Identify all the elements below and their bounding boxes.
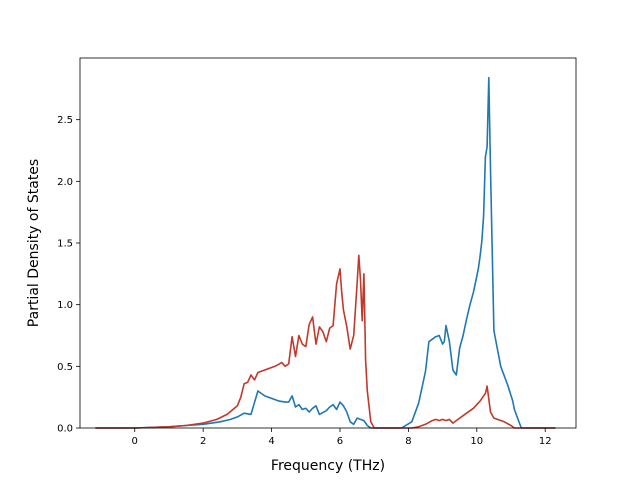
x-tick-label: 12 [539, 436, 552, 447]
series-line-2 [95, 254, 556, 429]
y-tick-label: 1.5 [57, 239, 73, 250]
y-tick-label: 1.0 [57, 300, 73, 311]
y-axis-ticks: 0.0 0.5 1.0 1.5 2.0 2.5 [57, 115, 80, 435]
x-axis-ticks: 0 2 4 6 8 10 12 [132, 428, 552, 447]
plot-background [80, 58, 576, 428]
y-tick-label: 2.0 [57, 177, 73, 188]
y-axis-label: Partial Density of States [26, 159, 42, 327]
series-layer [95, 76, 556, 429]
y-tick-label: 0.5 [57, 362, 73, 373]
y-tick-label: 0.0 [57, 424, 73, 435]
x-tick-label: 10 [470, 436, 483, 447]
x-tick-label: 4 [268, 436, 274, 447]
x-tick-label: 8 [405, 436, 411, 447]
x-tick-label: 0 [132, 436, 138, 447]
x-tick-label: 2 [200, 436, 206, 447]
series-line-1 [95, 76, 556, 429]
x-axis-label: Frequency (THz) [271, 458, 385, 474]
x-tick-label: 6 [337, 436, 343, 447]
y-tick-label: 2.5 [57, 115, 73, 126]
